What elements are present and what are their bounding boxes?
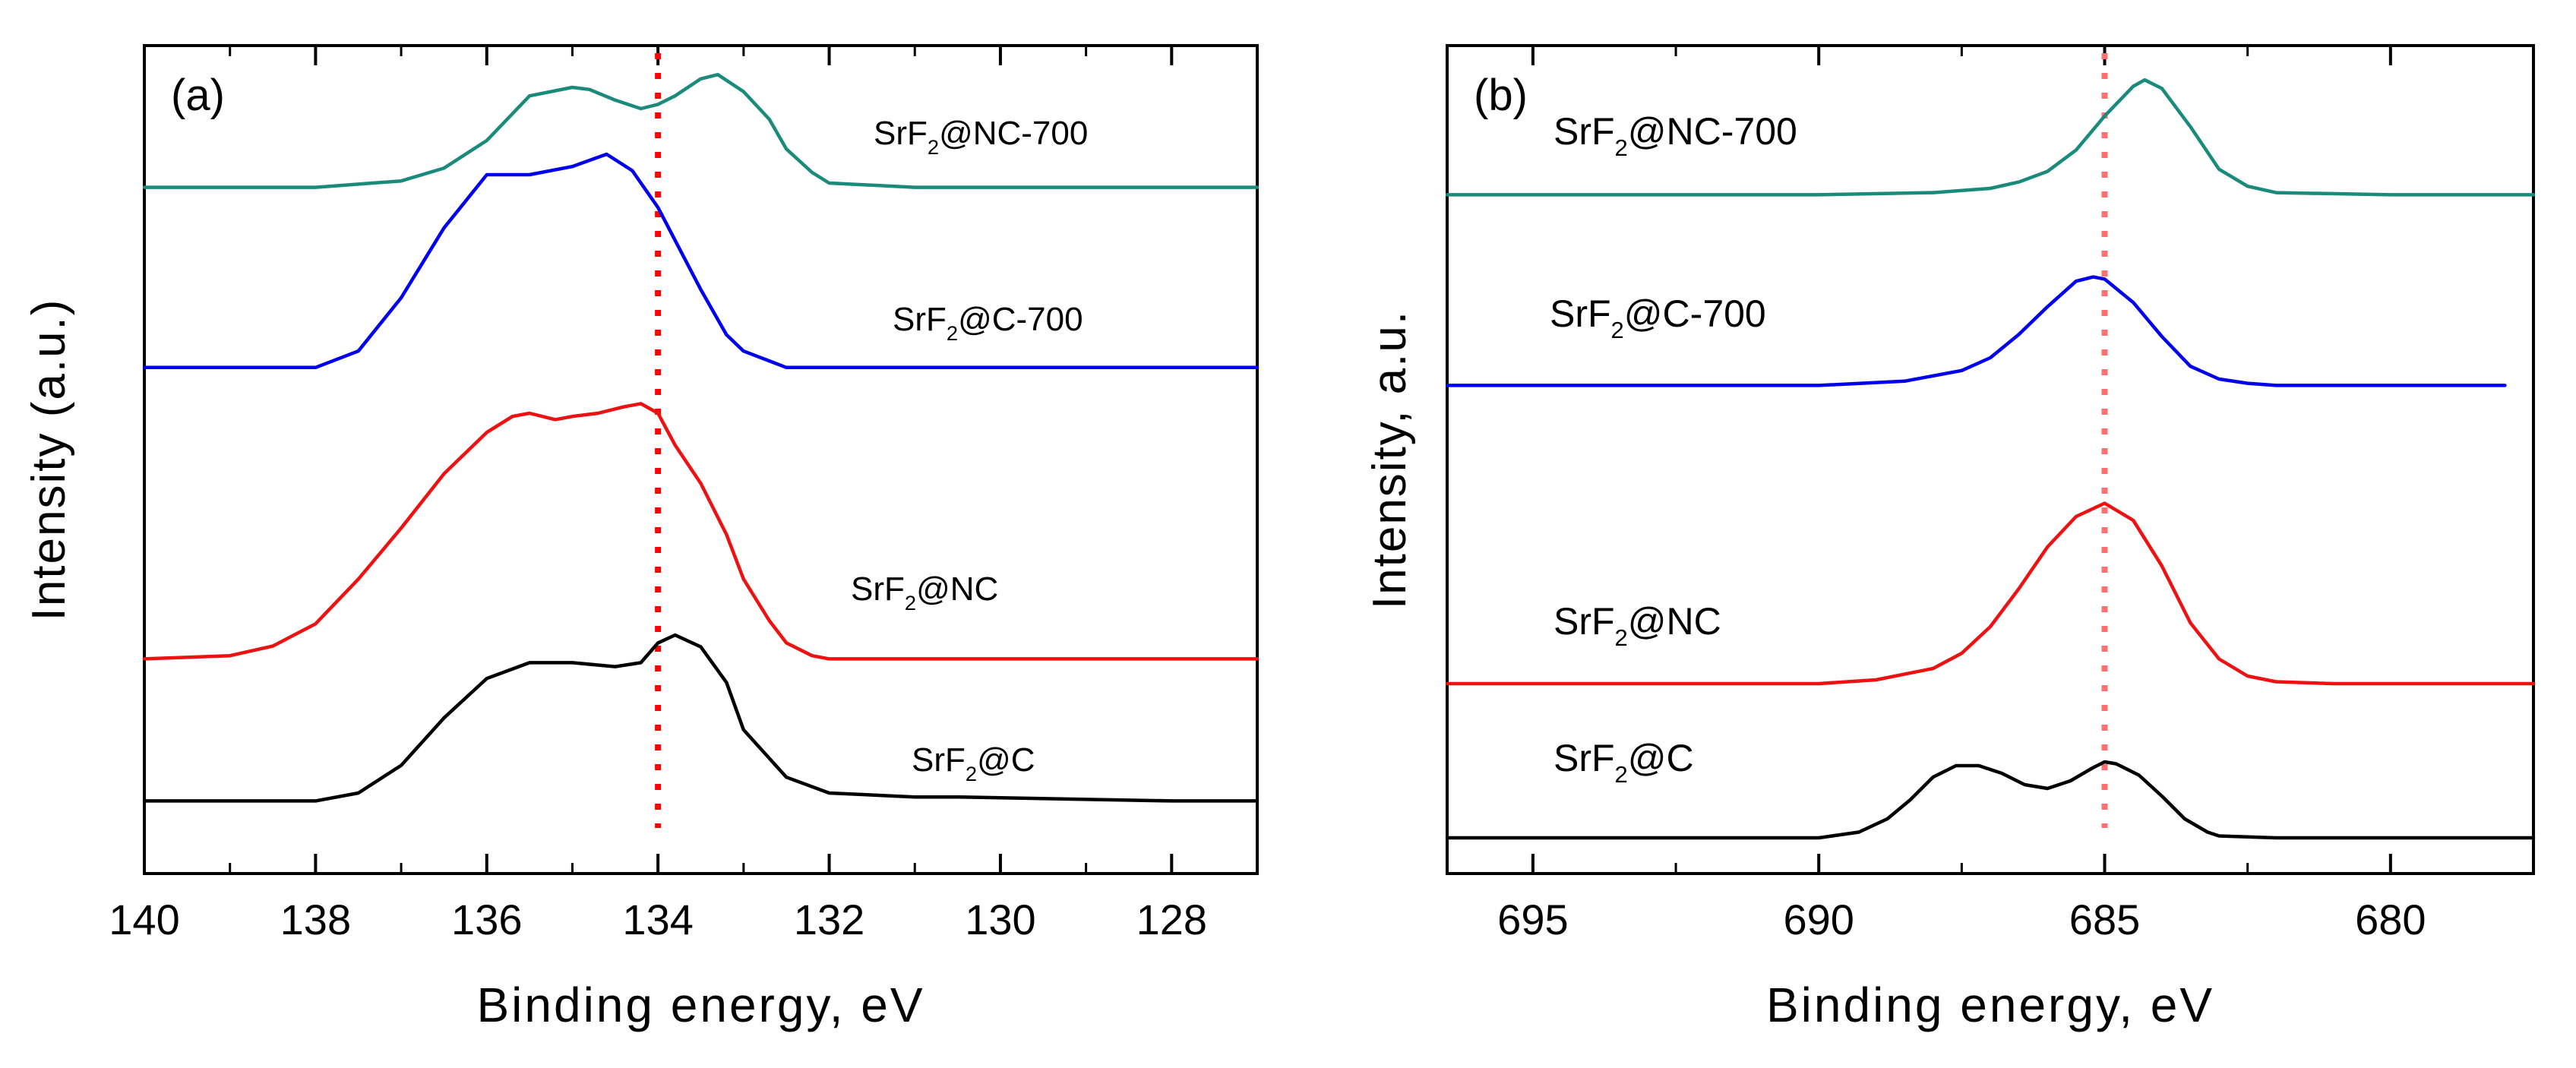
x-tick-label: 136 [451, 896, 522, 943]
series-label: SrF2@NC [1554, 600, 1721, 651]
x-tick-label: 140 [109, 896, 179, 943]
y-axis-label: Intensity, a.u. [1364, 310, 1416, 609]
x-tick-label: 132 [794, 896, 864, 943]
series-label: SrF2@NC-700 [874, 115, 1088, 159]
x-axis-label: Binding energy, eV [476, 978, 925, 1032]
series-label: SrF2@NC-700 [1554, 110, 1797, 161]
x-tick-label: 695 [1497, 896, 1568, 943]
series-line-srf2-nc-700 [1445, 77, 2536, 197]
series-line-srf2-c-700 [1445, 275, 2507, 387]
x-axis-label: Binding energy, eV [1766, 978, 2214, 1032]
chart-panel-a: 140 138 136 134 132 130 128 SrF2@NC-700 SrF2@C-7… [23, 44, 1260, 1032]
series-line-srf2-nc-700 [142, 72, 1260, 189]
series-label: SrF2@C-700 [893, 301, 1083, 345]
x-tick-label: 680 [2355, 896, 2426, 943]
series-label: SrF2@C [1554, 737, 1694, 788]
series-line-srf2-c [142, 633, 1260, 803]
series-label: SrF2@C [912, 741, 1035, 785]
x-tick-label: 685 [2069, 896, 2140, 943]
x-tick-label: 128 [1136, 896, 1207, 943]
plot-frame [143, 44, 1259, 875]
panel-label: (a) [171, 71, 225, 120]
x-tick-label: 130 [965, 896, 1035, 943]
y-axis-label: Intensity (a.u.) [23, 299, 75, 621]
series-label: SrF2@C-700 [1550, 292, 1766, 343]
series-line-srf2-nc [1445, 501, 2536, 686]
x-tick-label: 134 [622, 896, 693, 943]
x-tick-label: 138 [280, 896, 351, 943]
x-tick-label: 690 [1783, 896, 1854, 943]
panel-label: (b) [1474, 71, 1528, 120]
series-label: SrF2@NC [851, 570, 998, 615]
series-line-srf2-c-700 [142, 152, 1260, 370]
series-line-srf2-nc [142, 402, 1260, 661]
chart-panel-b: 695 690 685 680 SrF2@NC-700 SrF2@C-700 SrF2@NC… [1364, 44, 2536, 1032]
series-line-srf2-c [1445, 760, 2536, 840]
plot-frame [1446, 44, 2535, 875]
